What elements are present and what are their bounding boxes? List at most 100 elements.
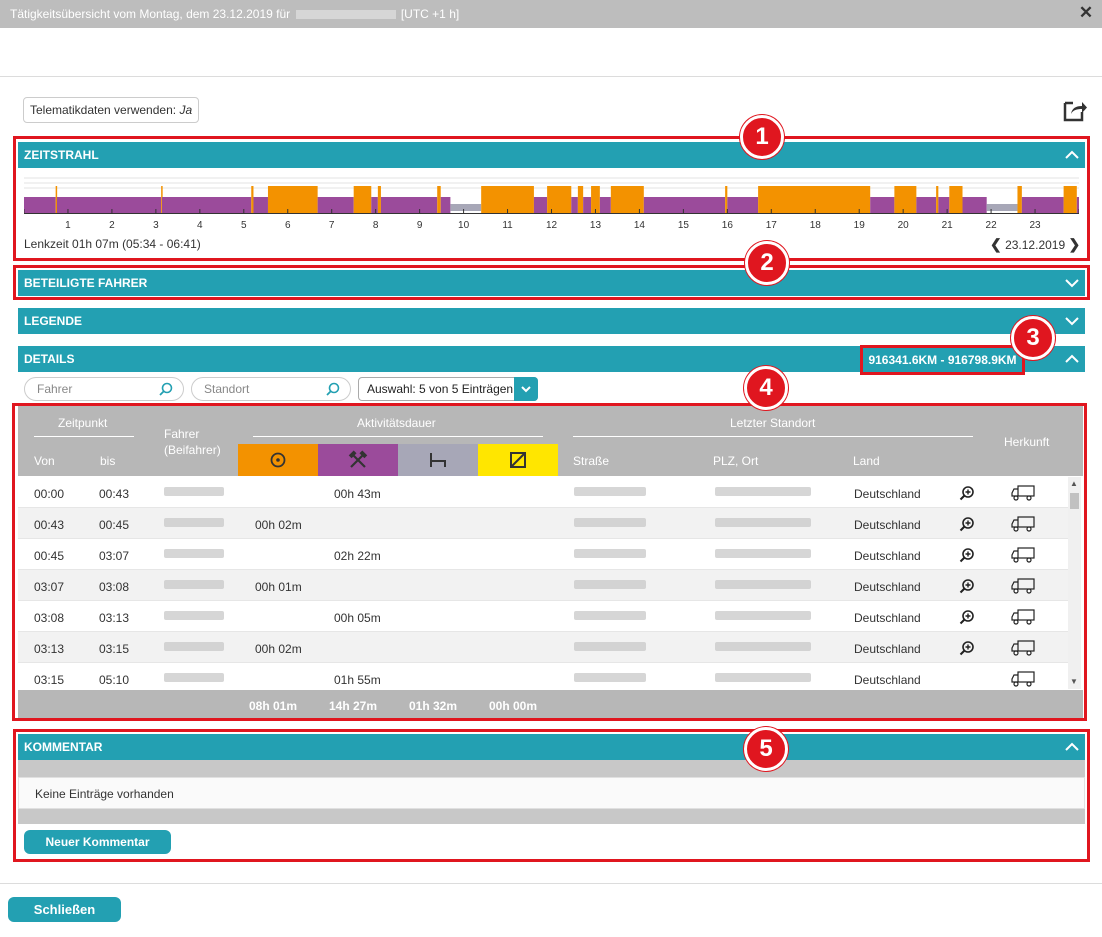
telematik-label: Telematikdaten verwenden:: [30, 103, 177, 117]
auswahl-value: Auswahl: 5 von 5 Einträgen: [367, 382, 514, 396]
zoom-in-icon[interactable]: [959, 547, 975, 563]
table-row[interactable]: 03:13 03:15 00h 02m Deutschland: [18, 632, 1068, 663]
table-row[interactable]: 03:15 05:10 01h 55m Deutschland: [18, 663, 1068, 689]
timeline-segment-drive: [894, 186, 917, 214]
cell-land: Deutschland: [854, 549, 921, 563]
chevron-down-icon[interactable]: [1065, 276, 1079, 290]
cell-work-duration: 01h 55m: [334, 673, 381, 687]
section-legende[interactable]: LEGENDE: [18, 308, 1085, 334]
cell-land: Deutschland: [854, 642, 921, 656]
timeline-segment-drive: [1063, 186, 1077, 214]
activity-drive-column[interactable]: [238, 444, 318, 476]
auswahl-select[interactable]: Auswahl: 5 von 5 Einträgen: [358, 377, 538, 401]
section-details-title: DETAILS: [24, 352, 75, 366]
redacted-city-cell: [715, 549, 811, 558]
zoom-in-icon[interactable]: [959, 609, 975, 625]
lenkzeit-text: Lenkzeit 01h 07m (05:34 - 06:41): [24, 237, 201, 251]
timeline-segment-work: [533, 197, 548, 214]
header-plz[interactable]: PLZ, Ort: [713, 454, 759, 468]
cell-von: 00:43: [34, 518, 65, 532]
title-prefix: Tätigkeitsübersicht vom Montag, dem 23.1…: [10, 7, 291, 21]
timeline-segment-drive: [610, 186, 644, 214]
header-strasse[interactable]: Straße: [573, 454, 610, 468]
cell-drive-duration: 00h 02m: [255, 518, 302, 532]
truck-icon: [1011, 547, 1035, 563]
activity-work-column[interactable]: [318, 444, 398, 476]
scroll-thumb[interactable]: [1070, 493, 1079, 509]
timeline-hour-label: 7: [328, 220, 335, 231]
cell-bis: 05:10: [99, 673, 130, 687]
section-kommentar[interactable]: KOMMENTAR: [18, 734, 1085, 760]
section-legende-title: LEGENDE: [24, 314, 83, 328]
fahrer-filter-input[interactable]: Fahrer: [24, 377, 184, 401]
hammers-icon: [348, 450, 368, 468]
divider: [0, 76, 1102, 77]
telematik-toggle[interactable]: Telematikdaten verwenden: Ja: [23, 97, 199, 123]
details-table-header: Zeitpunkt Von bis Fahrer (Beifahrer) Akt…: [18, 406, 1083, 476]
table-scrollbar[interactable]: ▲ ▼: [1068, 477, 1081, 689]
kommentar-header-band: [18, 760, 1085, 777]
header-bis[interactable]: bis: [100, 454, 116, 468]
redacted-city-cell: [715, 673, 811, 682]
cell-land: Deutschland: [854, 518, 921, 532]
activity-totals: 08h 01m 14h 27m 01h 32m 00h 00m: [18, 690, 1083, 718]
chevron-up-icon[interactable]: [1065, 352, 1079, 366]
table-row[interactable]: 00:43 00:45 00h 02m Deutschland: [18, 508, 1068, 539]
cell-land: Deutschland: [854, 611, 921, 625]
timeline-segment-drive: [936, 186, 939, 214]
table-row[interactable]: 00:00 00:43 00h 43m Deutschland: [18, 477, 1068, 508]
cell-von: 03:08: [34, 611, 65, 625]
redacted-street-cell: [574, 673, 646, 682]
timeline-segment-drive: [161, 186, 163, 214]
scroll-down-icon[interactable]: ▼: [1070, 677, 1078, 686]
cell-bis: 03:15: [99, 642, 130, 656]
telematik-value: Ja: [179, 103, 193, 117]
cell-bis: 00:43: [99, 487, 130, 501]
activity-rest-column[interactable]: [398, 444, 478, 476]
close-icon[interactable]: ✕: [1078, 3, 1094, 22]
new-comment-button[interactable]: Neuer Kommentar: [24, 830, 171, 854]
export-icon[interactable]: [1062, 97, 1088, 123]
zoom-in-icon[interactable]: [959, 516, 975, 532]
table-row[interactable]: 00:45 03:07 02h 22m Deutschland: [18, 539, 1068, 570]
table-row[interactable]: 03:07 03:08 00h 01m Deutschland: [18, 570, 1068, 601]
section-zeitstrahl[interactable]: ZEITSTRAHL: [18, 142, 1085, 168]
chevron-right-icon[interactable]: ❯: [1068, 236, 1081, 252]
timeline-segment-drive: [377, 186, 381, 214]
table-row[interactable]: 03:08 03:13 00h 05m Deutschland: [18, 601, 1068, 632]
header-divider: [573, 436, 973, 437]
chevron-down-icon[interactable]: [1065, 314, 1079, 328]
timeline-hour-label: 6: [284, 220, 291, 231]
callout-badge-5: 5: [744, 727, 788, 771]
timeline-hour-label: 11: [502, 220, 513, 231]
timeline-hour-label: 13: [589, 220, 602, 231]
zoom-in-icon[interactable]: [959, 578, 975, 594]
redacted-driver-cell: [164, 580, 224, 589]
header-land[interactable]: Land: [853, 454, 880, 468]
dropdown-chevron-icon[interactable]: [514, 377, 538, 401]
timeline-segment-work: [253, 197, 268, 214]
header-von[interactable]: Von: [34, 454, 55, 468]
close-button[interactable]: Schließen: [8, 897, 121, 922]
timeline-hour-label: 17: [765, 220, 777, 231]
timeline-segment-work: [1076, 197, 1079, 214]
timeline-hour-label: 16: [721, 220, 733, 231]
header-fahrer[interactable]: Fahrer: [164, 427, 200, 441]
date-navigator: ❮ 23.12.2019 ❯: [990, 236, 1080, 253]
timeline-hour-label: 12: [545, 220, 558, 231]
standort-filter-input[interactable]: Standort: [191, 377, 351, 401]
chevron-left-icon[interactable]: ❮: [990, 236, 1002, 252]
zoom-in-icon[interactable]: [959, 640, 975, 656]
zoom-in-icon[interactable]: [959, 485, 975, 501]
section-beteiligte-fahrer[interactable]: BETEILIGTE FAHRER: [18, 270, 1085, 296]
standort-filter-placeholder: Standort: [204, 382, 250, 396]
header-letzter-standort: Letzter Standort: [730, 416, 816, 430]
chevron-up-icon[interactable]: [1065, 740, 1079, 754]
scroll-up-icon[interactable]: ▲: [1070, 479, 1078, 488]
timeline-segment-drive: [1017, 186, 1022, 214]
truck-icon: [1011, 485, 1035, 501]
window-title: Tätigkeitsübersicht vom Montag, dem 23.1…: [0, 0, 1102, 28]
timeline-segment-work: [371, 197, 378, 214]
chevron-up-icon[interactable]: [1065, 148, 1079, 162]
activity-available-column[interactable]: [478, 444, 558, 476]
